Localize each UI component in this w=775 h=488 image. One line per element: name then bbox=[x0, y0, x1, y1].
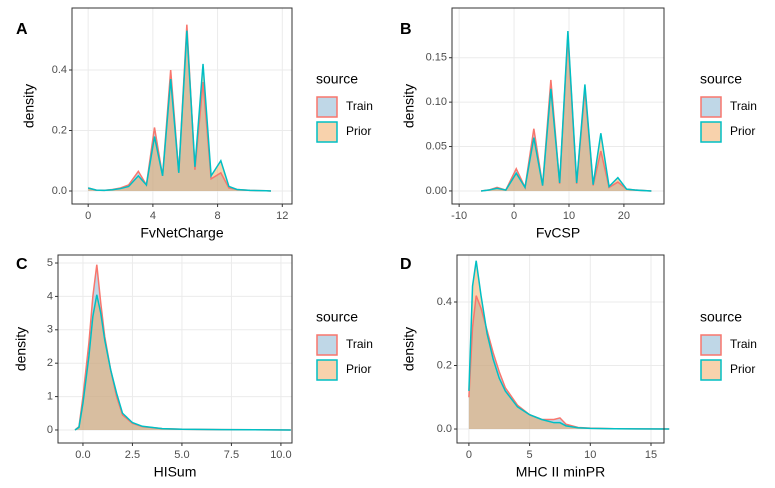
y-tick-label: 4 bbox=[47, 290, 53, 302]
legend-key bbox=[700, 96, 722, 118]
x-tick-label: 10 bbox=[563, 210, 575, 222]
y-tick-label: 0.05 bbox=[426, 140, 447, 152]
y-tick-label: 1 bbox=[47, 390, 53, 402]
y-axis-title: density bbox=[401, 84, 417, 128]
x-tick-label: 4 bbox=[150, 210, 156, 222]
legend-label: Train bbox=[346, 99, 373, 113]
density-line bbox=[87, 30, 272, 192]
legend-label: Prior bbox=[346, 362, 371, 376]
x-tick-label: 8 bbox=[215, 210, 221, 222]
panel-border bbox=[71, 7, 293, 205]
panel-label: D bbox=[400, 256, 412, 273]
legend-title: source bbox=[316, 71, 358, 87]
legend-title: source bbox=[700, 71, 742, 87]
legend-key bbox=[316, 334, 338, 356]
panel-border bbox=[57, 254, 293, 444]
y-tick-label: 0.2 bbox=[52, 124, 67, 136]
y-tick-label: 0.0 bbox=[52, 185, 67, 197]
density-area bbox=[75, 294, 291, 430]
legend-label: Prior bbox=[730, 362, 755, 376]
x-tick-label: 5.0 bbox=[174, 449, 189, 461]
y-tick-label: 0.0 bbox=[437, 423, 452, 435]
legend-label: Train bbox=[730, 337, 757, 351]
x-axis-title: MHC II minPR bbox=[516, 464, 605, 480]
legend-key bbox=[316, 121, 338, 143]
y-tick-label: 2 bbox=[47, 357, 53, 369]
legend-key bbox=[700, 121, 722, 143]
legend-key bbox=[700, 334, 722, 356]
x-tick-label: 20 bbox=[618, 210, 630, 222]
x-tick-label: 0.0 bbox=[75, 449, 90, 461]
panel-label: C bbox=[16, 256, 28, 273]
y-tick-label: 3 bbox=[47, 324, 53, 336]
x-axis-title: FvNetCharge bbox=[140, 225, 223, 241]
x-tick-label: 10.0 bbox=[270, 449, 291, 461]
y-axis-title: density bbox=[401, 327, 417, 371]
y-tick-label: 5 bbox=[47, 257, 53, 269]
x-axis-title: FvCSP bbox=[536, 225, 580, 241]
legend-label: Prior bbox=[346, 124, 371, 138]
legend-title: source bbox=[316, 309, 358, 325]
density-line bbox=[74, 294, 291, 431]
panel-border bbox=[451, 7, 665, 205]
y-axis-title: density bbox=[21, 84, 37, 128]
panel-border bbox=[456, 254, 665, 444]
x-tick-label: 0 bbox=[466, 449, 472, 461]
legend-key bbox=[316, 96, 338, 118]
legend-title: source bbox=[700, 309, 742, 325]
y-axis-title: density bbox=[13, 327, 29, 371]
density-area bbox=[468, 260, 670, 430]
legend-label: Train bbox=[730, 99, 757, 113]
x-tick-label: 15 bbox=[645, 449, 657, 461]
y-tick-label: 0.15 bbox=[426, 52, 447, 64]
x-tick-label: 5 bbox=[527, 449, 533, 461]
x-axis-title: HISum bbox=[154, 464, 197, 480]
x-tick-label: 0 bbox=[511, 210, 517, 222]
y-tick-label: 0 bbox=[47, 424, 53, 436]
y-tick-label: 0.4 bbox=[52, 64, 67, 76]
panel-label: A bbox=[16, 21, 28, 38]
x-tick-label: 2.5 bbox=[125, 449, 140, 461]
density-area bbox=[481, 31, 652, 191]
x-tick-label: 10 bbox=[584, 449, 596, 461]
legend-key bbox=[700, 359, 722, 381]
x-tick-label: 12 bbox=[276, 210, 288, 222]
y-tick-label: 0.2 bbox=[437, 359, 452, 371]
legend-key bbox=[316, 359, 338, 381]
x-tick-label: 0 bbox=[85, 210, 91, 222]
x-tick-label: 7.5 bbox=[224, 449, 239, 461]
density-line bbox=[468, 260, 670, 430]
y-tick-label: 0.4 bbox=[437, 296, 452, 308]
x-tick-label: -10 bbox=[451, 210, 467, 222]
legend-label: Train bbox=[346, 337, 373, 351]
density-line bbox=[481, 31, 652, 192]
legend-label: Prior bbox=[730, 124, 755, 138]
y-tick-label: 0.00 bbox=[426, 185, 447, 197]
panel-label: B bbox=[400, 21, 412, 38]
y-tick-label: 0.10 bbox=[426, 96, 447, 108]
